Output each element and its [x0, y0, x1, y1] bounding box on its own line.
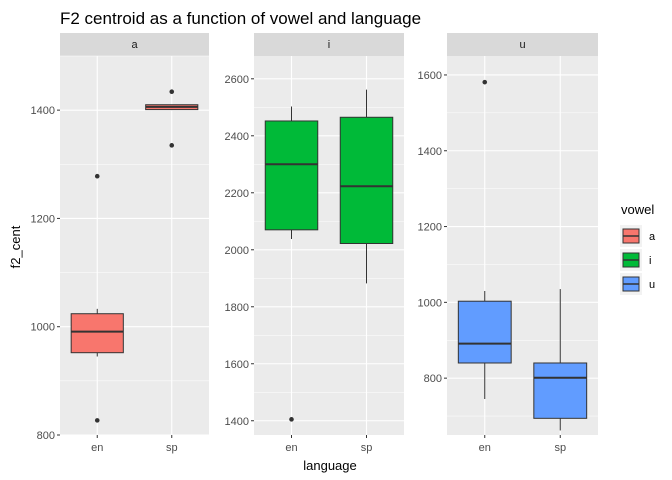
y-tick-label: 1400: [31, 105, 55, 117]
facet-strip: [60, 33, 209, 56]
facet-strip-label: u: [519, 39, 525, 51]
x-tick-label: sp: [361, 442, 373, 454]
x-tick-label: en: [91, 442, 103, 454]
y-tick-label: 1800: [225, 302, 249, 314]
y-tick-label: 1000: [418, 297, 442, 309]
facet-strip: [447, 33, 598, 56]
y-tick-label: 1000: [31, 322, 55, 334]
legend-label: i: [649, 255, 651, 267]
legend-label: a: [649, 231, 656, 243]
outlier-point: [94, 173, 100, 179]
facet-u: u 800 1000 1200 1400 1600 en sp: [418, 33, 598, 454]
y-tick-label: 800: [424, 373, 442, 385]
y-tick-label: 1400: [225, 416, 249, 428]
x-tick-label: en: [479, 442, 491, 454]
box-body: [533, 362, 588, 419]
legend-label: u: [649, 279, 655, 291]
x-tick-label: en: [285, 442, 297, 454]
y-tick-label: 2400: [225, 131, 249, 143]
legend-title: vowel: [621, 202, 654, 217]
y-tick-label: 800: [37, 430, 55, 442]
panel-background: [254, 56, 404, 435]
chart-title: F2 centroid as a function of vowel and l…: [60, 9, 421, 28]
facet-strip-label: a: [131, 39, 138, 51]
outlier-point: [169, 143, 175, 148]
outlier-point: [169, 89, 175, 95]
facets: a 800 1000 1200 1400 en sp i 1400 1600 1800 2000 220…: [31, 33, 598, 454]
y-tick-label: 1200: [31, 213, 55, 225]
box-i-en: [264, 106, 319, 422]
box-u-en: [457, 79, 512, 399]
facet-strip: [254, 33, 404, 56]
x-tick-label: sp: [554, 442, 566, 454]
y-tick-label: 2000: [225, 245, 249, 257]
outlier-point: [94, 418, 100, 423]
y-tick-label: 2600: [225, 74, 249, 86]
facet-a: a 800 1000 1200 1400 en sp: [31, 33, 209, 454]
legend-item-u: u: [620, 273, 655, 295]
y-axis-title: f2_cent: [8, 225, 23, 268]
box-body: [70, 313, 124, 354]
panel-background: [60, 56, 209, 435]
y-tick-label: 1400: [418, 146, 442, 158]
y-tick-label: 2200: [225, 188, 249, 200]
box-u-sp: [533, 289, 588, 431]
box-body: [264, 120, 319, 231]
x-tick-label: sp: [166, 442, 178, 454]
legend-item-i: i: [620, 249, 651, 271]
y-tick-label: 1600: [225, 359, 249, 371]
y-tick-label: 1600: [418, 70, 442, 82]
outlier-point: [482, 79, 488, 85]
y-tick-label: 1200: [418, 222, 442, 234]
facet-i: i 1400 1600 1800 2000 2200 2400 2600 en sp: [225, 33, 404, 454]
box-a-sp: [145, 89, 199, 148]
facet-strip-label: i: [328, 39, 330, 51]
box-a-en: [70, 173, 124, 423]
outlier-point: [289, 417, 294, 422]
x-axis-title: language: [303, 458, 357, 473]
box-i-sp: [339, 89, 394, 284]
box-body: [339, 116, 394, 245]
box-body: [457, 300, 512, 364]
legend-item-a: a: [620, 225, 656, 247]
legend: vowel aiu: [620, 202, 656, 295]
